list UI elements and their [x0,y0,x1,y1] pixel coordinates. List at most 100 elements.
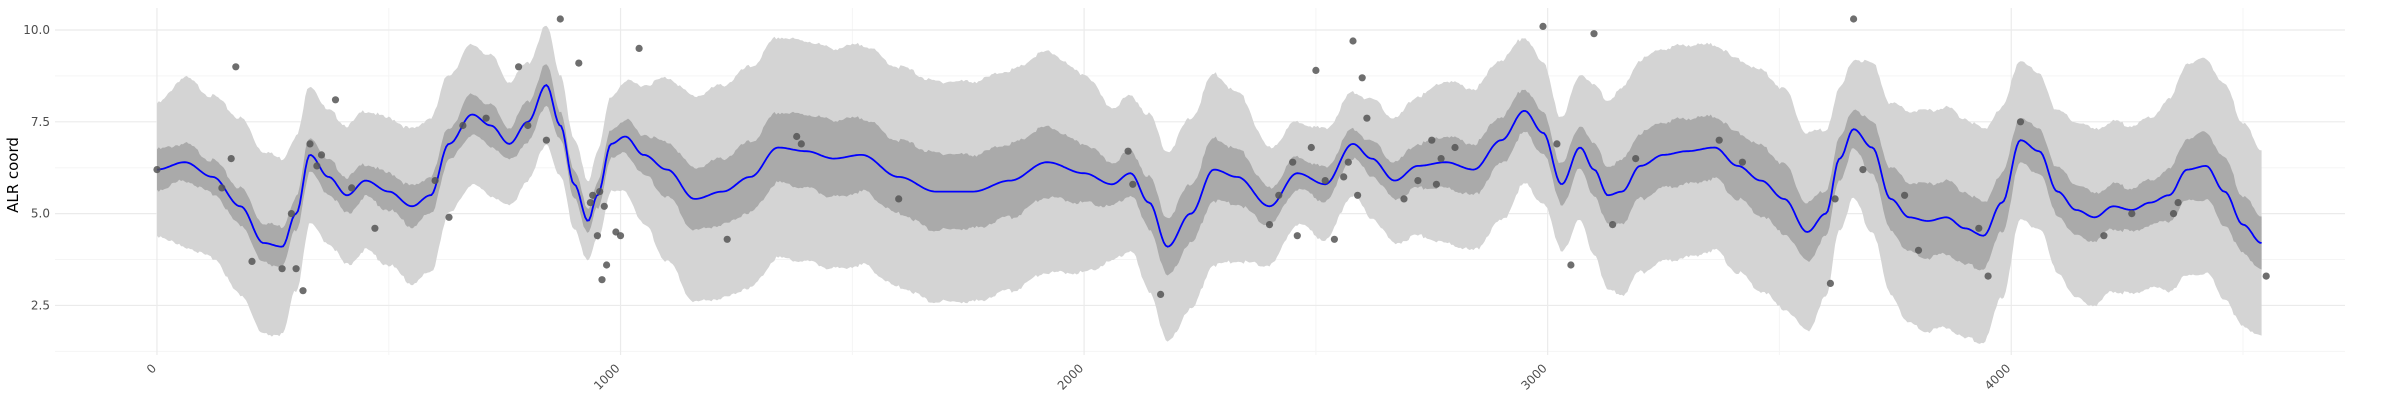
data-point [278,265,286,273]
data-point [2016,118,2025,126]
data-point [287,210,295,218]
data-point [1293,232,1301,240]
data-point [1321,177,1329,185]
data-point [589,191,597,199]
data-point [227,155,235,163]
confidence-bands [157,25,2262,344]
x-tick-label: 0 [144,361,159,376]
data-point [542,136,551,144]
x-tick-label: 4000 [1982,361,2013,392]
data-point [459,121,467,130]
y-tick-label: 2.5 [31,298,50,312]
data-point [575,59,583,67]
data-point [723,235,731,243]
data-point [2174,199,2182,207]
data-point [317,151,326,159]
data-point [153,166,161,174]
data-point [2100,232,2108,240]
data-point [1451,143,1459,152]
data-point [1428,136,1436,144]
data-point [431,177,439,185]
data-point [1307,143,1315,152]
data-point [445,213,453,221]
data-point [1358,74,1366,82]
data-point [1275,191,1283,199]
data-point [1124,147,1132,155]
inner-band [157,64,2262,276]
data-point [1553,140,1561,148]
x-axis-ticks: 0 1000 2000 3000 4000 [144,361,2014,392]
y-tick-label: 5.0 [31,207,50,221]
data-point [1289,158,1297,166]
x-tick-label: 2000 [1055,361,1086,392]
mean-line-path [156,84,2262,248]
data-point [1590,30,1598,38]
data-point [2262,272,2270,280]
data-point [797,140,805,148]
data-point [1312,66,1320,74]
data-point [1984,272,1992,280]
data-point [1344,158,1352,166]
data-point [1539,22,1547,30]
data-point [1349,37,1357,45]
data-point [1859,166,1867,174]
data-point [1914,246,1923,254]
data-point [1265,221,1274,229]
data-point [596,188,604,196]
data-point [232,63,240,71]
data-point [331,96,340,104]
data-point [556,15,564,23]
data-point [598,276,606,284]
data-point [895,195,903,203]
data-point [1901,191,1909,199]
data-point [2128,210,2136,218]
data-point [515,63,523,71]
data-point [2169,210,2178,218]
observed-points [153,15,2270,298]
data-point [524,121,532,130]
data-point [1437,155,1445,163]
data-point [1157,290,1165,298]
y-tick-label: 7.5 [31,115,50,129]
mean-curve [156,84,2262,248]
data-point [1738,158,1746,166]
data-point [1975,224,1983,232]
data-point [793,132,801,141]
data-point [1632,155,1640,163]
data-point [1354,191,1362,199]
data-point [635,44,643,53]
y-axis-ticks: 2.5 5.0 7.5 10.0 [23,23,50,312]
data-point [1129,180,1137,188]
data-point [593,232,602,240]
data-point [1400,195,1408,203]
data-point [1609,221,1617,229]
data-point [603,261,611,269]
y-tick-label: 10.0 [23,23,50,37]
y-axis-title: ALR coord [4,137,22,213]
data-point [218,184,226,192]
data-point [1414,177,1422,185]
data-point [600,202,608,210]
data-point [1340,173,1348,181]
data-point [586,199,595,207]
data-point [1330,235,1338,243]
data-point [1363,114,1371,122]
data-point [313,162,321,170]
data-point [1715,136,1723,144]
data-point [1850,15,1858,23]
x-tick-label: 3000 [1518,361,1549,392]
data-point [371,224,379,232]
data-point [1826,279,1834,287]
data-point [348,184,356,192]
data-point [482,114,490,122]
data-point [306,140,314,148]
data-point [292,265,300,273]
data-point [1567,261,1575,269]
data-point [248,257,256,265]
data-point [1432,180,1440,188]
x-tick-label: 1000 [591,361,622,392]
data-point [616,232,625,240]
data-point [299,287,307,295]
